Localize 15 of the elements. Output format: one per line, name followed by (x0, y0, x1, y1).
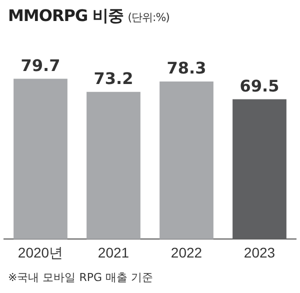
bar (160, 82, 214, 240)
x-tick-label: 2021 (98, 244, 130, 260)
x-tick-label: 2020년 (18, 244, 64, 260)
bar (14, 78, 68, 240)
chart-title: MMORPG 비중 (8, 6, 124, 25)
bar (232, 99, 286, 240)
data-label: 73.2 (94, 68, 134, 88)
data-label: 69.5 (240, 76, 280, 96)
bar (86, 92, 140, 240)
x-tick-label: 2023 (244, 244, 276, 260)
data-label: 79.7 (20, 56, 60, 75)
data-label: 78.3 (166, 58, 206, 78)
chart-subtitle: (단위:%) (128, 11, 170, 24)
text: ※국내 모바일 RPG 매출 기준 (8, 270, 154, 285)
x-tick-label: 2022 (170, 244, 202, 260)
